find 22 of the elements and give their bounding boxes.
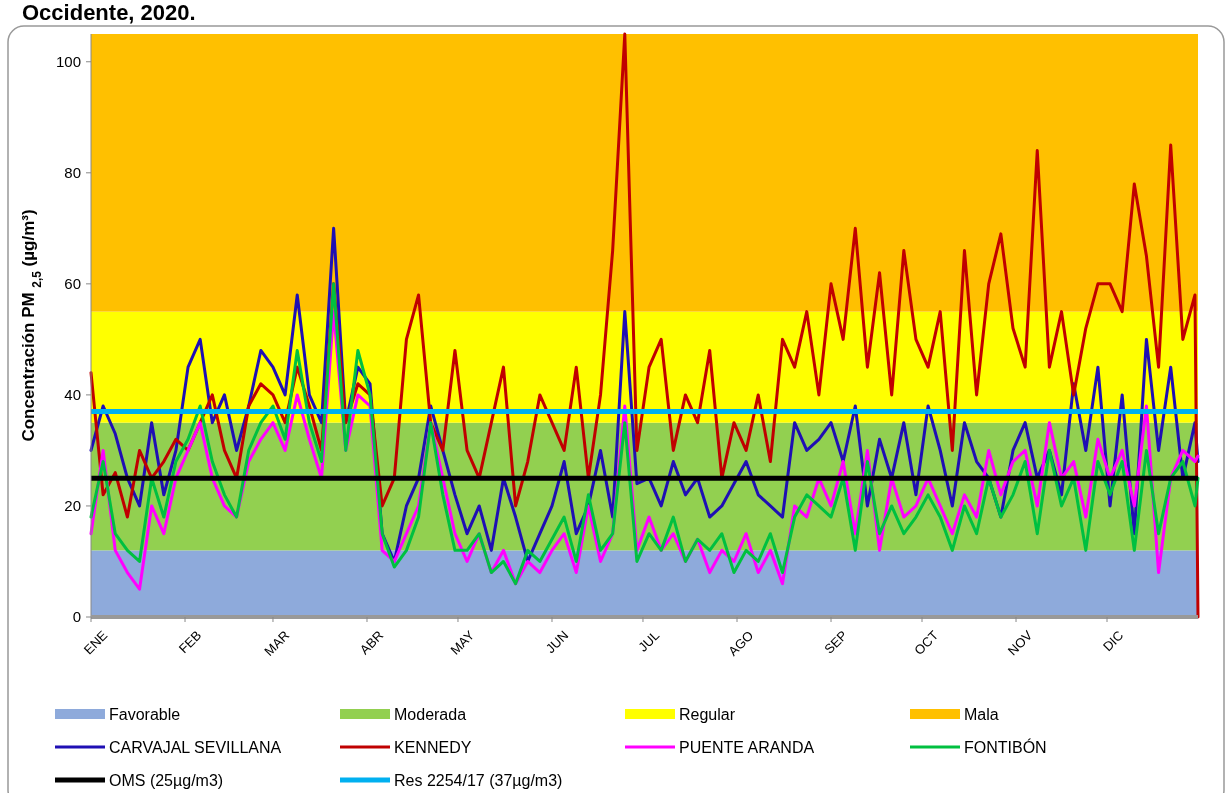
legend-label: PUENTE ARANDA [679,738,815,756]
x-tick-label: DIC [1099,627,1127,655]
x-tick-label: SEP [821,627,851,657]
chart-title: Occidente, 2020. [22,0,196,25]
x-tick-label: JUL [635,627,663,655]
x-tick-label: FEB [175,627,205,657]
line-series [89,32,1200,619]
y-tick-label: 20 [64,497,81,515]
legend-label: Regular [679,705,736,723]
y-tick-label: 80 [64,164,81,182]
legend-label: Mala [964,705,999,723]
legend-label: OMS (25µg/m3) [109,771,224,789]
legend-label: KENNEDY [394,738,472,756]
y-tick-label: 100 [55,53,81,71]
legend-label: Favorable [109,705,181,723]
legend-label: Res 2254/17 (37µg/m3) [394,771,563,789]
legend-label: CARVAJAL SEVILLANA [109,738,282,756]
legend-label: Moderada [394,705,467,723]
y-tick-label: 60 [64,275,81,293]
y-tick-label: 0 [72,608,81,626]
legend-label: FONTIBÓN [964,737,1047,756]
y-tick-label: 40 [64,386,81,404]
